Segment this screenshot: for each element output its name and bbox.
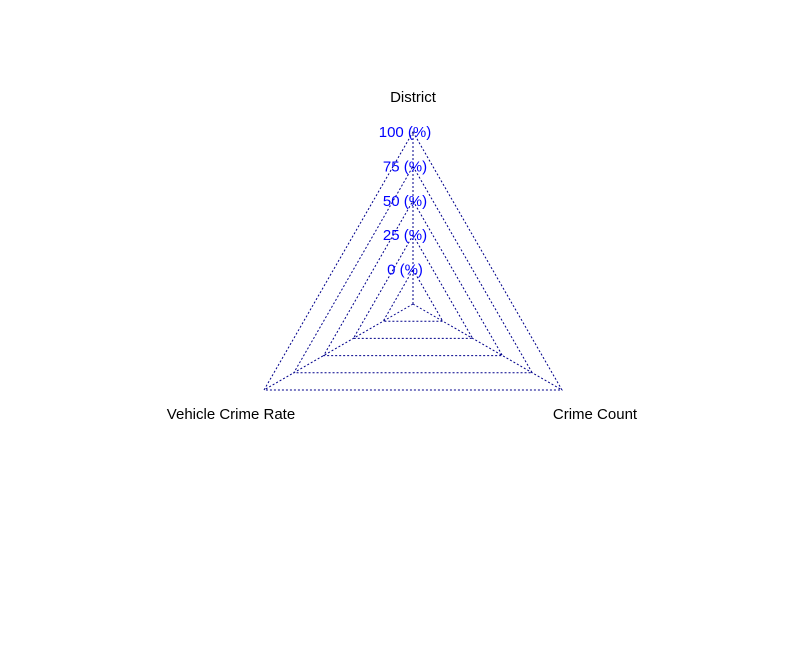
axis-label-district: District [390,89,437,106]
grid-ring-50 [322,199,504,357]
spoke-layer [263,132,563,391]
spoke-2 [263,303,414,391]
tick-label-0: 0 (%) [387,262,423,279]
axis-label-layer: District Crime Count Vehicle Crime Rate [167,89,638,423]
grid-layer [263,131,563,391]
grid-ring-25 [352,234,474,339]
grid-ring-0 [382,268,444,322]
tick-label-75: 75 (%) [383,158,427,175]
axis-label-vehicle-crime-rate: Vehicle Crime Rate [167,406,295,423]
grid-ring-100 [263,131,563,391]
axis-label-crime-count: Crime Count [553,406,638,423]
tick-label-100: 100 (%) [379,124,432,141]
grid-ring-75 [292,165,534,374]
spoke-1 [412,303,563,391]
tick-label-layer: 0 (%) 25 (%) 50 (%) 75 (%) 100 (%) [379,124,432,279]
tick-label-50: 50 (%) [383,193,427,210]
tick-label-25: 25 (%) [383,227,427,244]
